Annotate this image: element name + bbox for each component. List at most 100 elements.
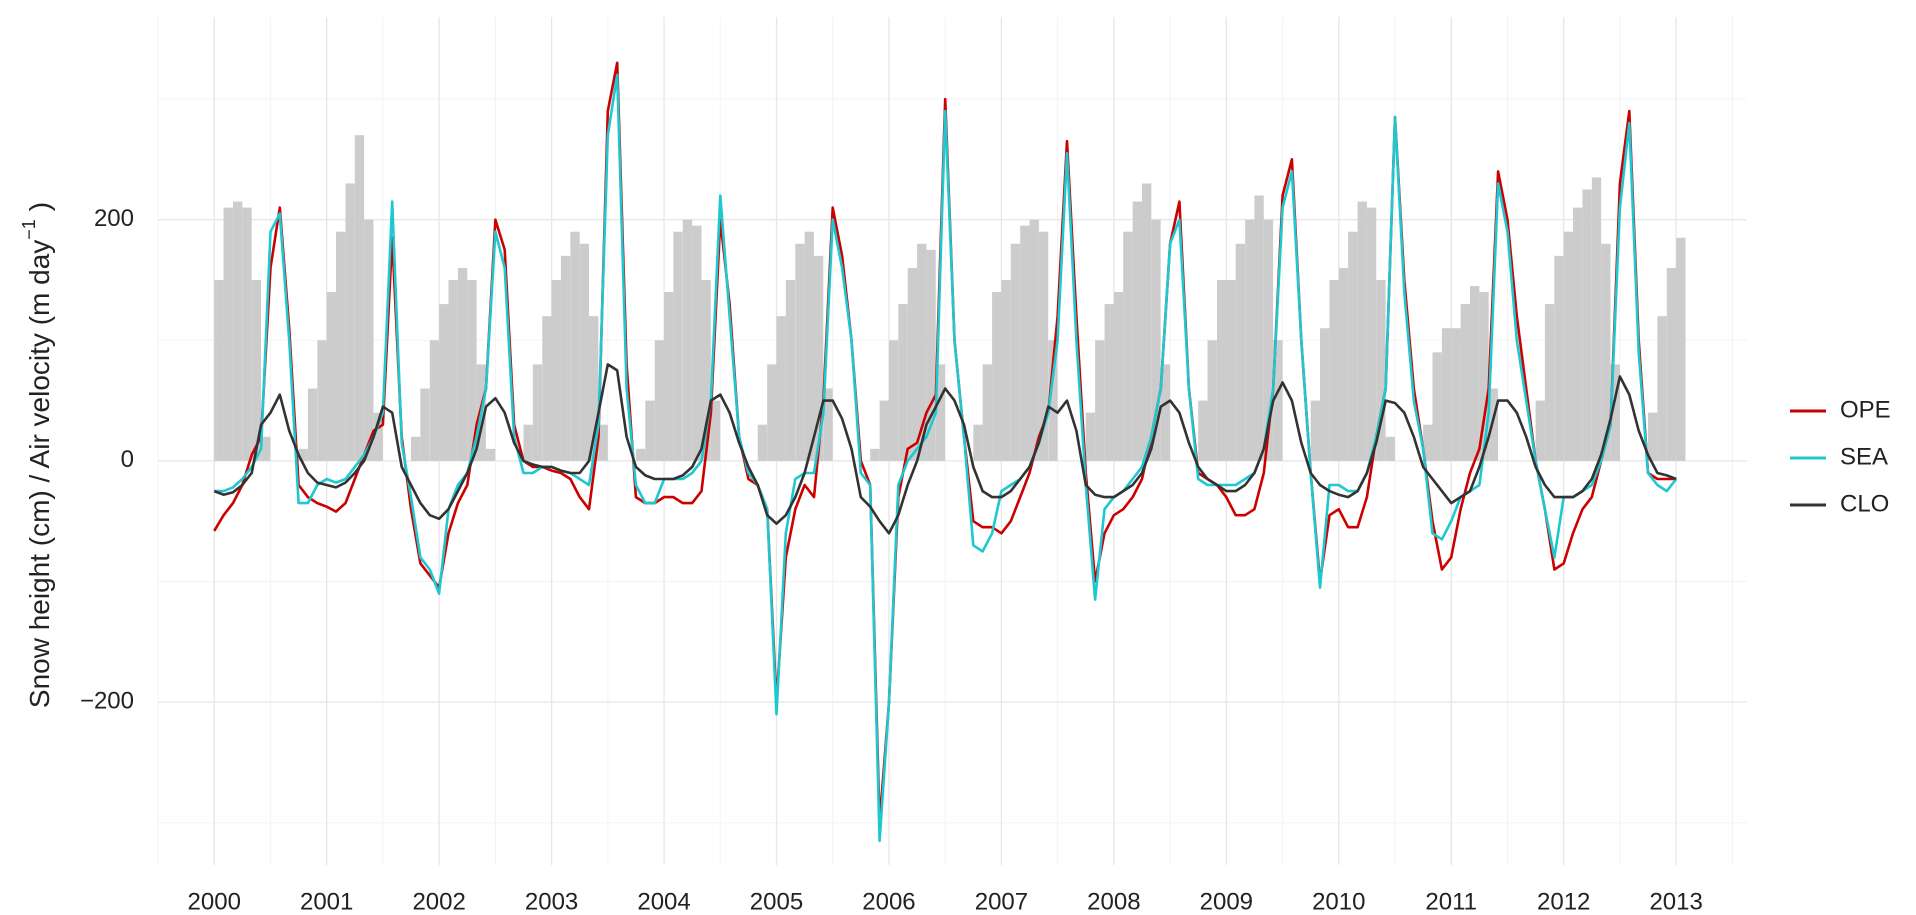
snow-bar	[354, 135, 365, 461]
series-line	[214, 73, 1678, 843]
snow-bar	[1207, 340, 1217, 461]
x-tick-label: 2000	[188, 888, 241, 910]
snow-bar	[1254, 195, 1264, 461]
snow-bar	[467, 279, 477, 461]
snow-bar	[542, 316, 552, 461]
snow-bar	[1385, 436, 1396, 461]
snow-bar	[457, 267, 468, 461]
snow-bar	[1535, 400, 1545, 461]
snow-bar	[1423, 424, 1433, 461]
x-tick-label: 2013	[1649, 888, 1702, 910]
y-tick-label: 0	[121, 446, 134, 473]
snow-bar	[251, 279, 262, 461]
snow-bar	[233, 201, 243, 461]
x-tick-label: 2008	[1087, 888, 1140, 910]
snow-bar	[1245, 219, 1255, 461]
snow-bar	[785, 279, 796, 461]
x-tick-label: 2010	[1312, 888, 1365, 910]
snow-bar	[701, 279, 711, 461]
x-tick-label: 2001	[300, 888, 353, 910]
snow-bar	[935, 364, 946, 461]
snow-bar	[1235, 243, 1245, 461]
snow-bar	[1151, 219, 1161, 461]
snow-bar	[1001, 279, 1011, 461]
snow-bar	[1601, 243, 1611, 461]
snow-bar	[1451, 328, 1461, 461]
snow-bar	[645, 400, 655, 461]
snow-bar	[664, 292, 674, 461]
snow-bar	[336, 231, 346, 461]
snow-bar	[1676, 237, 1686, 461]
snow-bar	[1113, 292, 1124, 461]
y-label-end: )	[24, 202, 55, 211]
snow-bar	[448, 279, 458, 461]
snow-bar	[1657, 316, 1667, 461]
y-tick-label: −200	[80, 687, 134, 714]
snow-bar	[551, 279, 561, 461]
snow-bar	[364, 219, 374, 461]
snow-bar	[411, 436, 421, 461]
snow-bar	[795, 243, 805, 461]
snow-bar	[1563, 231, 1574, 461]
series-line	[213, 363, 1677, 535]
snow-bar	[888, 340, 899, 461]
x-tick-label: 2006	[862, 888, 915, 910]
x-tick-label: 2003	[525, 888, 578, 910]
y-axis-label: Snow height (cm) / Air velocity (m day−1…	[19, 202, 56, 708]
snow-bar	[907, 267, 918, 461]
snow-bar	[420, 388, 430, 461]
snow-bar	[523, 424, 533, 461]
snow-bar	[326, 292, 337, 461]
snow-bar	[1610, 364, 1620, 461]
snow-bar	[710, 400, 721, 461]
snow-bar	[757, 424, 768, 461]
x-tick-label: 2007	[975, 888, 1028, 910]
snow-bar	[870, 448, 880, 461]
snow-bar	[1554, 255, 1564, 461]
x-tick-label: 2009	[1200, 888, 1253, 910]
snow-bar	[1460, 304, 1470, 461]
snow-bar	[1376, 279, 1386, 461]
snow-bar	[570, 231, 580, 461]
snow-bar	[1320, 328, 1330, 461]
snow-bar	[223, 207, 233, 461]
snow-bar	[1273, 340, 1283, 461]
snow-bar	[1488, 388, 1499, 461]
y-tick-label: 200	[94, 205, 134, 232]
snow-bar	[1591, 177, 1602, 461]
snow-bar	[1329, 279, 1339, 461]
snow-bar	[1132, 201, 1142, 461]
snow-bar	[1198, 400, 1208, 461]
snow-bar	[692, 225, 702, 461]
snow-bar	[1348, 231, 1358, 461]
snow-bar	[654, 340, 665, 461]
snow-bar	[589, 316, 599, 461]
snow-bar	[776, 316, 786, 461]
snow-bar	[560, 255, 571, 461]
snow-bar	[1666, 267, 1677, 461]
snow-bar	[1470, 285, 1480, 461]
snow-bar	[373, 412, 383, 461]
snow-bar	[1104, 304, 1114, 461]
snow-bar	[1160, 364, 1171, 461]
snow-bar	[1582, 189, 1592, 461]
snow-bar	[317, 340, 327, 461]
snow-bar	[1310, 400, 1321, 461]
x-tick-label: 2005	[750, 888, 803, 910]
snow-bar	[1141, 183, 1152, 461]
snow-bar	[917, 243, 927, 461]
snow-bar	[767, 364, 777, 461]
snow-bar	[1226, 279, 1236, 461]
snow-bar	[532, 364, 543, 461]
x-tick-label: 2004	[637, 888, 690, 910]
x-tick-label: 2012	[1537, 888, 1590, 910]
snow-bar	[1648, 412, 1658, 461]
snow-bar	[1048, 340, 1058, 461]
snow-bar	[635, 448, 646, 461]
x-tick-label: 2011	[1425, 888, 1477, 910]
snow-bar	[1010, 243, 1021, 461]
snow-bar	[898, 304, 908, 461]
snow-bar	[804, 231, 814, 461]
snow-bar	[429, 340, 440, 461]
